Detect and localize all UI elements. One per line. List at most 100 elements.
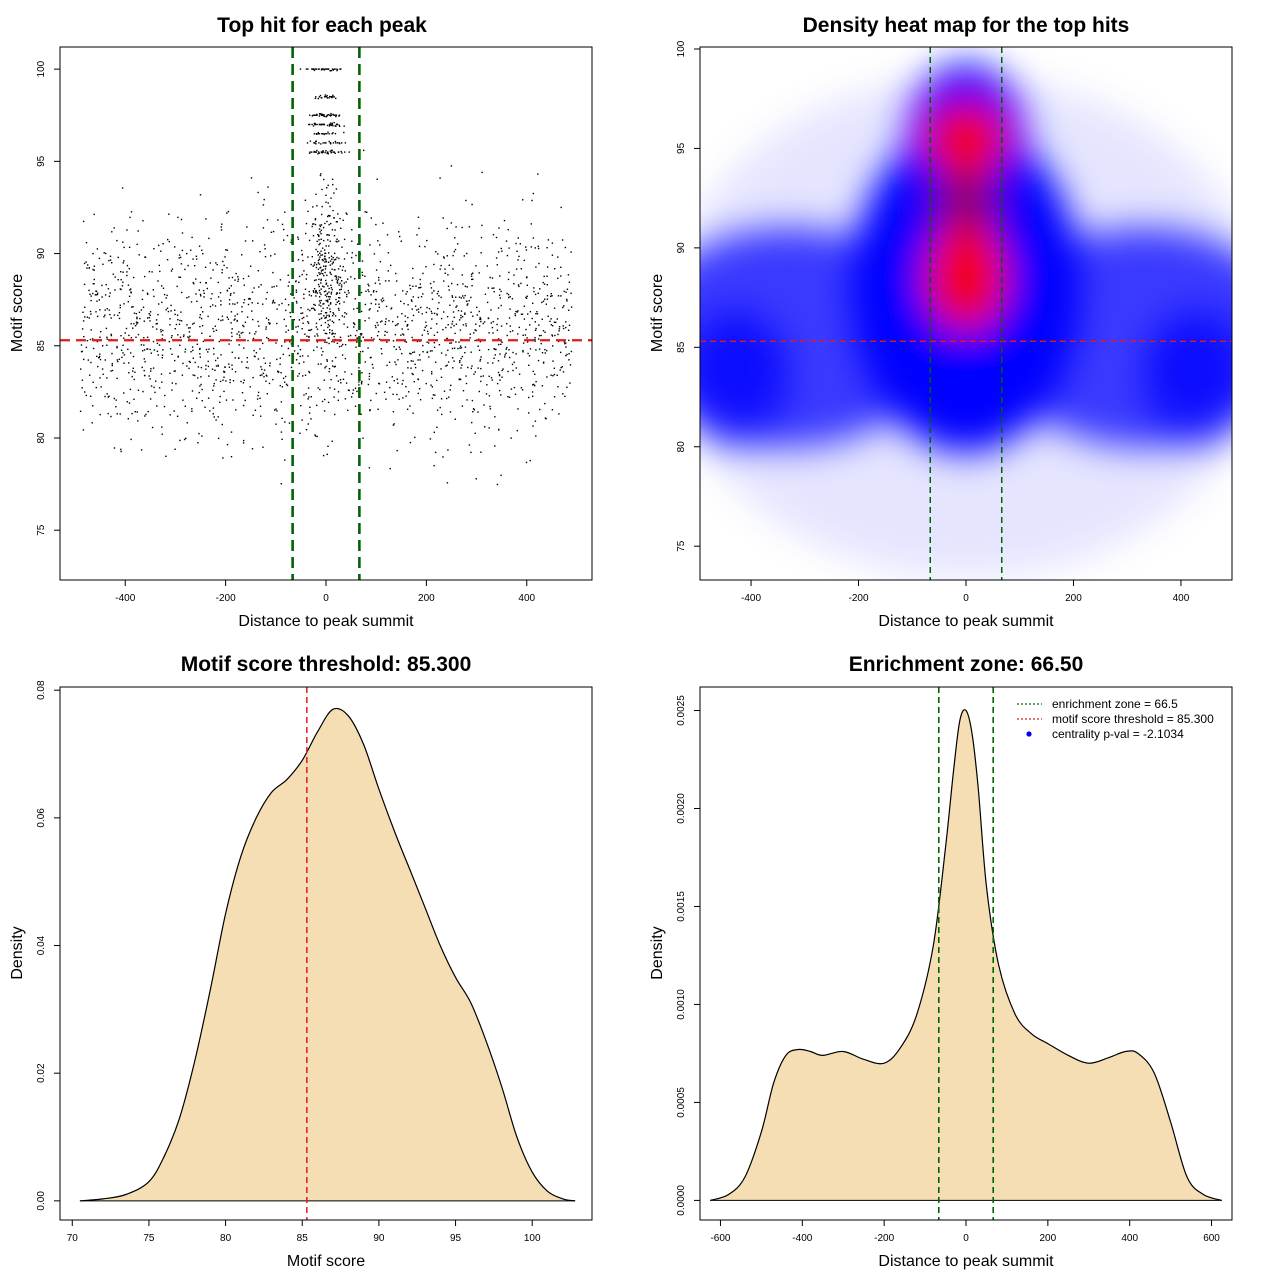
scatter-point — [517, 310, 519, 312]
scatter-point — [399, 235, 401, 238]
scatter-point — [228, 363, 230, 365]
scatter-point — [149, 311, 152, 313]
scatter-point — [107, 396, 109, 398]
scatter-point — [284, 381, 286, 383]
scatter-point — [283, 318, 285, 321]
scatter-point — [406, 325, 408, 327]
scatter-point — [210, 297, 212, 300]
scatter-point — [440, 264, 442, 267]
scatter-title: Top hit for each peak — [217, 14, 427, 37]
scatter-point — [126, 271, 128, 273]
scatter-point — [409, 441, 412, 444]
scatter-point — [123, 354, 126, 356]
scatter-point — [321, 205, 323, 208]
scatter-point — [227, 210, 230, 213]
scatter-point — [200, 376, 202, 378]
scatter-point — [561, 366, 563, 368]
scatter-point — [419, 283, 421, 285]
scatter-point — [252, 414, 254, 416]
scatter-point — [433, 281, 435, 283]
scatter-point — [330, 70, 332, 72]
scatter-point — [123, 260, 125, 262]
scatter-point — [316, 346, 318, 348]
scatter-point — [456, 305, 458, 307]
scatter-point — [569, 382, 571, 384]
scatter-point — [481, 171, 483, 174]
scatter-point — [263, 198, 265, 201]
legend-enrichment-label: enrichment zone = 66.5 — [1052, 697, 1178, 711]
scatter-point — [412, 285, 414, 287]
scatter-point — [227, 318, 230, 320]
scatter-point — [333, 341, 335, 343]
scatter-point — [114, 276, 116, 278]
scatter-point — [525, 297, 528, 299]
scatter-point — [96, 293, 99, 296]
scatter-point — [387, 252, 390, 254]
scatter-point — [332, 151, 335, 153]
scatter-point — [507, 229, 509, 231]
scatter-point — [372, 367, 374, 369]
scatter-point — [268, 323, 271, 325]
scatter-point — [96, 248, 99, 250]
x-tick-label: 80 — [220, 1233, 232, 1244]
scatter-point — [480, 380, 482, 383]
scatter-point — [182, 362, 184, 365]
scatter-point — [527, 313, 529, 315]
scatter-point — [321, 254, 324, 256]
scatter-point — [551, 335, 554, 337]
scatter-point — [489, 405, 491, 408]
scatter-point — [262, 342, 264, 345]
scatter-point — [200, 366, 203, 369]
scatter-point — [336, 301, 338, 303]
scatter-point — [313, 133, 315, 135]
scatter-point — [162, 329, 164, 332]
scatter-point — [104, 294, 107, 296]
scatter-point — [149, 348, 151, 351]
scatter-point — [436, 426, 438, 428]
scatter-point — [90, 361, 92, 364]
scatter-point — [316, 292, 319, 294]
scatter-point — [158, 387, 161, 389]
scatter-point — [332, 262, 334, 264]
scatter-point — [320, 305, 322, 307]
scatter-point — [155, 323, 157, 325]
scatter-point — [314, 435, 317, 437]
scatter-point — [465, 375, 467, 377]
scatter-point — [198, 245, 201, 247]
scatter-point — [344, 398, 347, 400]
scatter-point — [335, 258, 337, 261]
scatter-point — [396, 378, 398, 380]
scatter-point — [154, 391, 156, 394]
scatter-point — [522, 351, 524, 353]
scatter-point — [158, 344, 161, 346]
scatter-point — [267, 337, 270, 340]
scatter-point — [180, 320, 183, 322]
scatter-point — [341, 269, 344, 271]
scatter-point — [316, 113, 318, 116]
scatter-point — [302, 322, 304, 324]
scatter-point — [132, 370, 134, 372]
scatter-point — [201, 332, 203, 334]
scatter-point — [473, 373, 475, 375]
scatter-point — [541, 301, 543, 304]
scatter-point — [356, 337, 358, 339]
scatter-point — [358, 367, 360, 369]
scatter-point — [511, 363, 514, 366]
scatter-point — [117, 360, 119, 363]
scatter-point — [290, 241, 292, 244]
scatter-point — [334, 133, 337, 135]
score-density-title: Motif score threshold: 85.300 — [181, 653, 472, 676]
scatter-point — [499, 288, 501, 291]
scatter-point — [381, 353, 383, 355]
scatter-point — [213, 353, 215, 355]
scatter-point — [161, 285, 163, 287]
scatter-point — [329, 311, 332, 313]
scatter-point — [181, 291, 183, 294]
scatter-point — [328, 314, 330, 316]
scatter-point — [326, 94, 328, 97]
scatter-point — [335, 142, 337, 144]
scatter-point — [532, 395, 534, 397]
scatter-point — [215, 262, 217, 264]
scatter-point — [308, 335, 310, 338]
scatter-point — [307, 256, 309, 258]
